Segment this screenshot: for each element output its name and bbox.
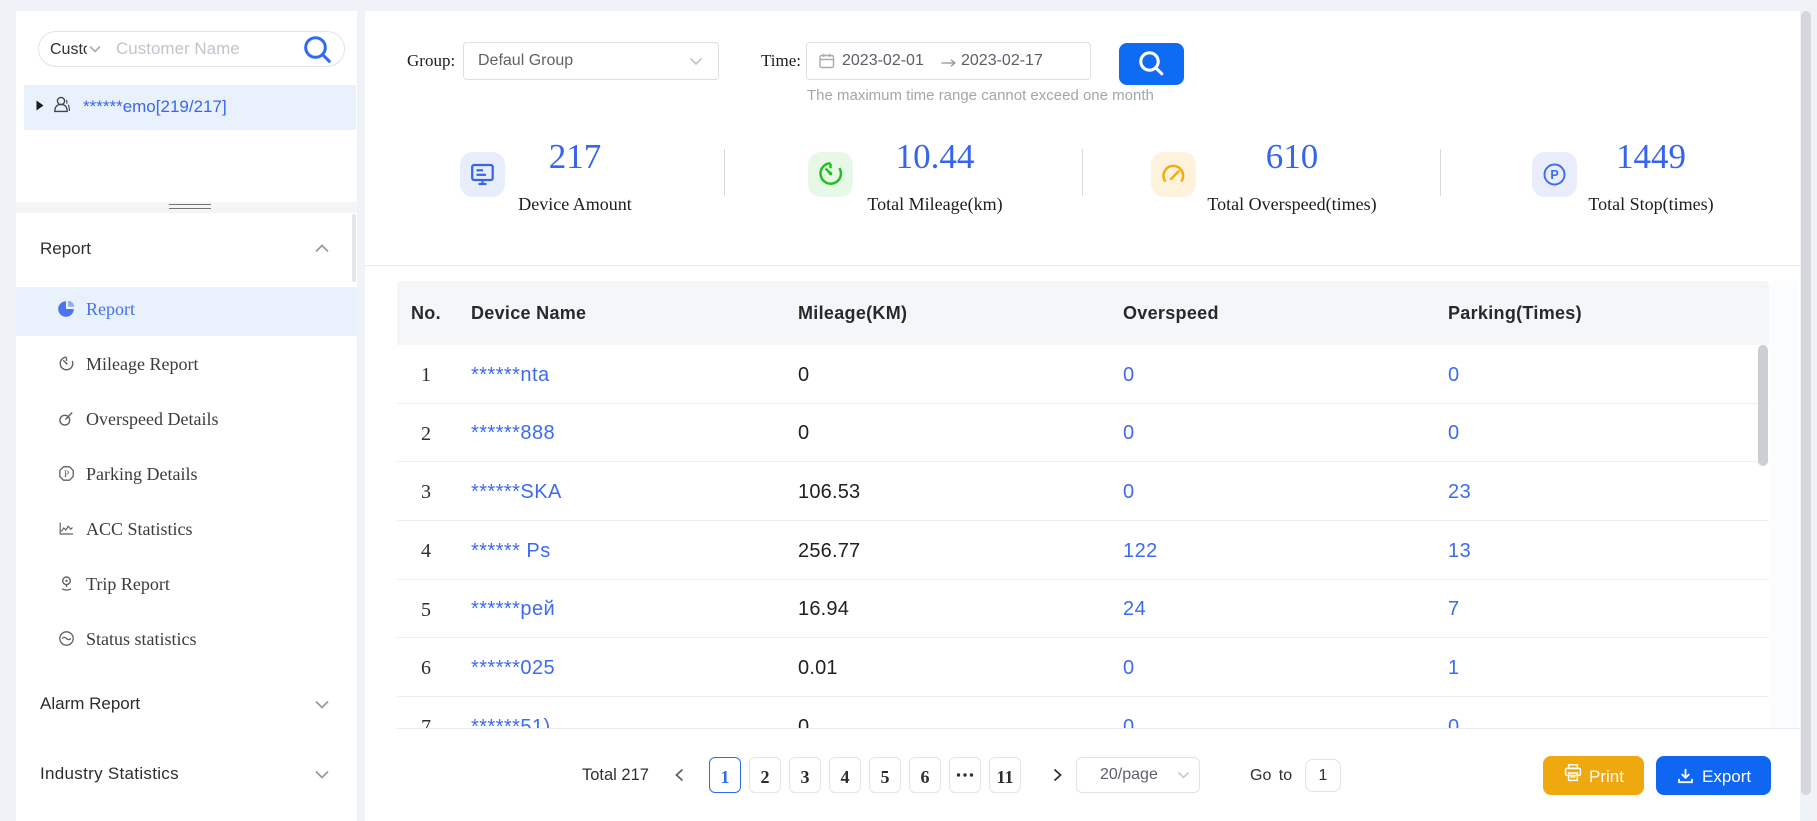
svg-text:P: P — [64, 470, 69, 480]
svg-text:P: P — [1550, 168, 1558, 182]
